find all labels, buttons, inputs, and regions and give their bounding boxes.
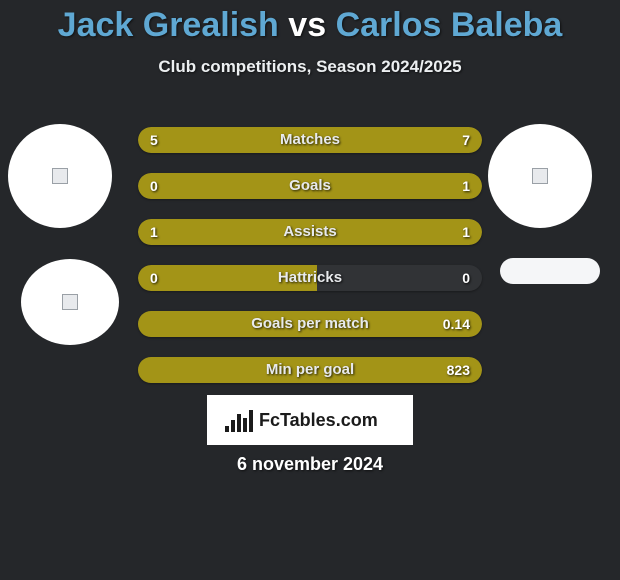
stat-value-right: 1 bbox=[462, 219, 470, 245]
player2-avatar bbox=[488, 124, 592, 228]
stat-value-right: 7 bbox=[462, 127, 470, 153]
stat-value-right: 823 bbox=[447, 357, 470, 383]
date-text: 6 november 2024 bbox=[0, 454, 620, 475]
comparison-title: Jack Grealish vs Carlos Baleba bbox=[0, 0, 620, 45]
player2-flag bbox=[500, 258, 600, 284]
stat-label: Min per goal bbox=[138, 357, 482, 383]
stat-label: Matches bbox=[138, 127, 482, 153]
stat-row: Goals per match0.14 bbox=[138, 311, 482, 337]
fctables-text: FcTables.com bbox=[259, 410, 378, 430]
fctables-logo: FcTables.com bbox=[207, 395, 413, 445]
placeholder-icon bbox=[52, 168, 68, 184]
stat-value-right: 0.14 bbox=[443, 311, 470, 337]
stat-value-left: 0 bbox=[150, 265, 158, 291]
stat-value-left: 5 bbox=[150, 127, 158, 153]
stat-label: Goals per match bbox=[138, 311, 482, 337]
player1-club-avatar bbox=[21, 259, 119, 345]
subtitle: Club competitions, Season 2024/2025 bbox=[0, 57, 620, 77]
stat-label: Hattricks bbox=[138, 265, 482, 291]
stat-row: Min per goal823 bbox=[138, 357, 482, 383]
stat-label: Goals bbox=[138, 173, 482, 199]
stat-value-right: 1 bbox=[462, 173, 470, 199]
player1-name: Jack Grealish bbox=[58, 6, 279, 44]
stat-value-left: 1 bbox=[150, 219, 158, 245]
player2-name: Carlos Baleba bbox=[336, 6, 563, 44]
stat-value-right: 0 bbox=[462, 265, 470, 291]
stat-row: Hattricks0 0 bbox=[138, 265, 482, 291]
stat-value-left: 0 bbox=[150, 173, 158, 199]
player1-avatar bbox=[8, 124, 112, 228]
stat-row: Assists1 1 bbox=[138, 219, 482, 245]
placeholder-icon bbox=[62, 294, 78, 310]
stat-row: Matches5 7 bbox=[138, 127, 482, 153]
stat-row: Goals0 1 bbox=[138, 173, 482, 199]
stat-label: Assists bbox=[138, 219, 482, 245]
vs-text: vs bbox=[288, 6, 326, 44]
placeholder-icon bbox=[532, 168, 548, 184]
